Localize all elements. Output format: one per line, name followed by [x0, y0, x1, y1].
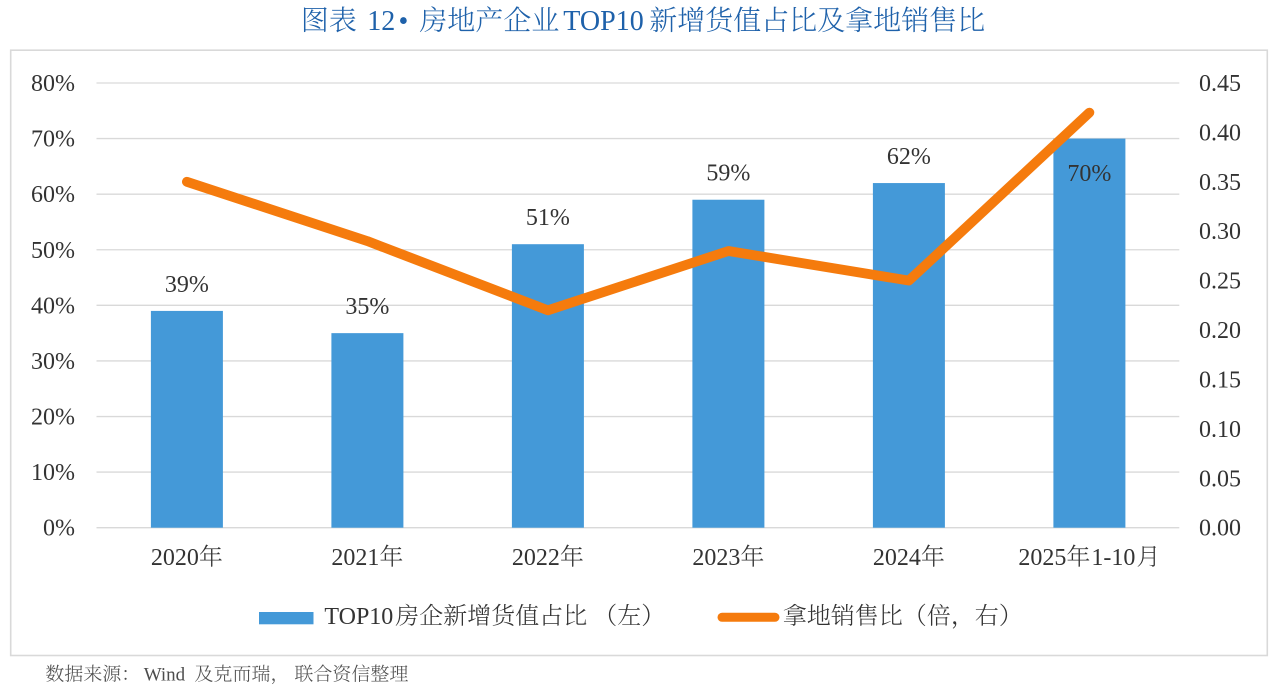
svg-text:51%: 51% [526, 205, 570, 231]
svg-text:2020: 2020 [151, 545, 199, 571]
svg-text:2023: 2023 [692, 545, 740, 571]
svg-text:0.15: 0.15 [1199, 368, 1241, 394]
svg-text:62%: 62% [887, 144, 931, 170]
svg-text:2024: 2024 [873, 545, 921, 571]
svg-text:35%: 35% [345, 294, 389, 320]
svg-text:60%: 60% [31, 182, 75, 208]
svg-text:Wind: Wind [144, 665, 186, 686]
svg-text:2021: 2021 [331, 545, 379, 571]
svg-text:0.00: 0.00 [1199, 516, 1241, 542]
svg-text:50%: 50% [31, 238, 75, 264]
svg-text:0.10: 0.10 [1199, 417, 1241, 443]
svg-text:2025: 2025 [1018, 545, 1066, 571]
svg-text:•: • [399, 6, 409, 37]
svg-text:0%: 0% [43, 516, 75, 542]
svg-text:0.25: 0.25 [1199, 269, 1241, 295]
svg-text:1-10: 1-10 [1091, 545, 1135, 571]
svg-text:39%: 39% [165, 272, 209, 298]
svg-text:0.05: 0.05 [1199, 466, 1241, 492]
svg-text:70%: 70% [1067, 161, 1111, 187]
svg-text:0.40: 0.40 [1199, 120, 1241, 146]
svg-text:70%: 70% [31, 127, 75, 153]
svg-text:0.35: 0.35 [1199, 170, 1241, 196]
svg-text:TOP10: TOP10 [563, 6, 643, 37]
svg-text:80%: 80% [31, 71, 75, 97]
svg-text:0.30: 0.30 [1199, 219, 1241, 245]
svg-text:0.45: 0.45 [1199, 71, 1241, 97]
svg-text:30%: 30% [31, 349, 75, 375]
svg-text:TOP10: TOP10 [324, 604, 393, 630]
svg-text:20%: 20% [31, 405, 75, 431]
svg-text:59%: 59% [706, 161, 750, 187]
svg-text:12: 12 [367, 6, 395, 37]
svg-text:0.20: 0.20 [1199, 318, 1241, 344]
svg-text:2022: 2022 [512, 545, 560, 571]
svg-text:10%: 10% [31, 460, 75, 486]
svg-text:40%: 40% [31, 293, 75, 319]
